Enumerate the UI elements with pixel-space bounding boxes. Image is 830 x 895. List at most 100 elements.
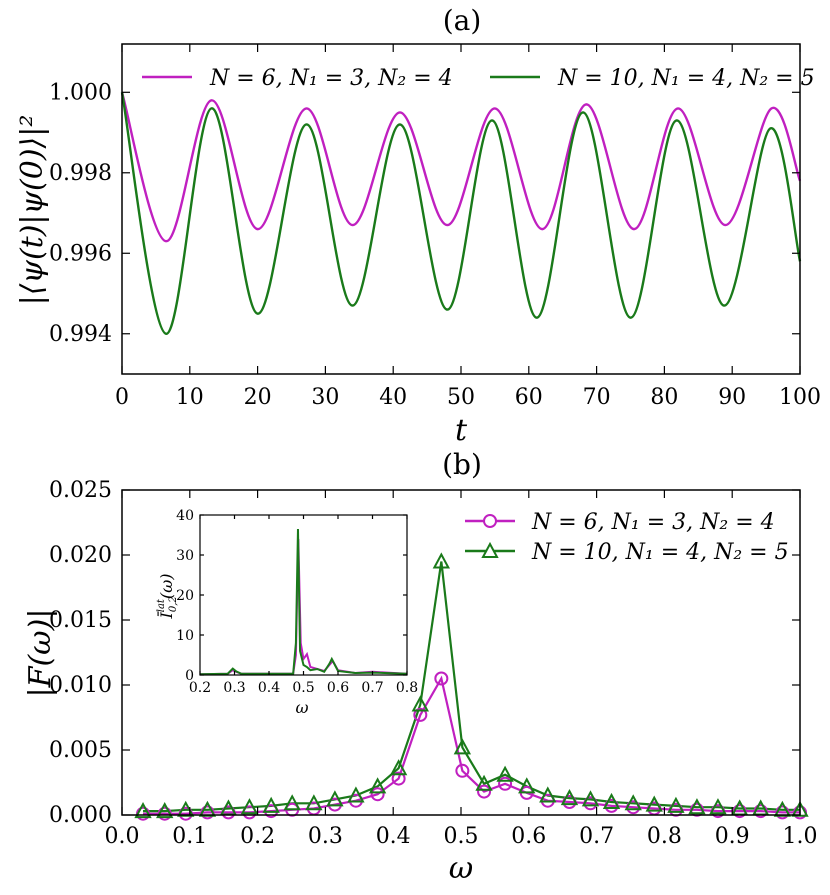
panel-b-x-tick-label: 0.8	[647, 824, 682, 849]
panel-b-point-s2	[688, 798, 706, 815]
panel-b-point-s2	[518, 777, 536, 794]
panel-b-legend-marker-1	[483, 514, 497, 528]
inset-series-layer	[199, 528, 408, 676]
panel-b-y-tick-label: 0.020	[49, 543, 112, 568]
panel-a-label: (a)	[443, 4, 482, 37]
panel-b-x-tick-label: 0.7	[579, 824, 614, 849]
panel-b-point-s2	[539, 786, 557, 803]
inset-x-tick-label: 0.5	[292, 680, 314, 696]
panel-b-point-s2	[560, 788, 579, 806]
panel-a-x-tick-label: 40	[379, 385, 407, 410]
panel-a-x-tick-label: 70	[583, 385, 611, 410]
panel-b-point-s2	[134, 801, 152, 819]
inset-y-tick-label: 0	[185, 668, 194, 684]
panel-b-point-s2	[432, 552, 451, 569]
panel-b-point-s1	[498, 776, 513, 791]
panel-a-x-tick-label: 0	[115, 385, 129, 410]
inset-x-tick-label: 0.2	[189, 680, 211, 696]
panel-a-series-line-2	[120, 92, 802, 335]
panel-b-x-tick-label: 0.6	[511, 824, 546, 849]
panel-a-x-tick-label: 10	[176, 385, 204, 410]
panel-b-point-s2	[262, 796, 280, 813]
inset-y-tick-label: 40	[176, 508, 194, 524]
panel-b-x-tick-label: 1.0	[783, 824, 818, 849]
panel-a-ticks: 0 10 20 30 40 50 60 70 80 90 100 0.994 0.996 0.998 1.0…	[49, 44, 821, 410]
panel-b-label: (b)	[442, 448, 482, 481]
inset-x-tick-label: 0.3	[223, 680, 245, 696]
panel-b-x-tick-label: 0.2	[240, 824, 275, 849]
panel-b-point-s2	[602, 792, 621, 809]
panel-a-x-tick-label: 80	[650, 385, 678, 410]
panel-b-point-s1	[413, 707, 428, 722]
inset-x-tick-label: 0.8	[396, 680, 418, 696]
panel-b-point-s2	[240, 798, 259, 815]
panel-b-point-s2	[198, 800, 217, 817]
panel-b-point-s2	[581, 790, 600, 807]
panel-b-point-s2	[709, 798, 727, 815]
panel-b-y-tick-label: 0.025	[49, 478, 112, 503]
panel-b-point-s2	[453, 738, 472, 755]
panel-b-series-layer	[134, 552, 809, 821]
panel-b-legend-label-2: N = 10, N₁ = 4, N₂ = 5	[531, 540, 789, 565]
panel-b-x-tick-label: 0.5	[444, 824, 479, 849]
inset-series-line-2	[199, 528, 408, 676]
inset-y-label-sub: 0,2	[168, 596, 179, 612]
panel-a-x-tick-label: 60	[515, 385, 543, 410]
panel-a-y-tick-label: 0.998	[49, 161, 112, 186]
panel-b-y-tick-label: 0.015	[49, 608, 112, 633]
panel-b-point-s2	[326, 790, 344, 807]
panel-a-x-tick-label: 20	[244, 385, 272, 410]
panel-b-point-s2	[624, 794, 642, 811]
panel-b-legend-marker-2	[481, 541, 499, 558]
panel-b: (b) 0.0 0.1 0.2 0.3 0.4 0.5 0.6 0.7 0.8 0.9 1.00.0…	[23, 448, 818, 886]
panel-b-y-tick-label: 0.000	[49, 803, 112, 828]
panel-a-x-tick-label: 30	[311, 385, 339, 410]
panel-b-point-s2	[475, 774, 493, 791]
inset-y-tick-label: 30	[176, 548, 194, 564]
panel-b-point-s2	[496, 765, 514, 782]
panel-a-x-tick-label: 50	[447, 385, 475, 410]
panel-a-series-layer	[120, 91, 802, 335]
panel-b-point-s2	[773, 800, 792, 817]
panel-a-y-tick-label: 1.000	[49, 80, 112, 105]
inset-x-tick-label: 0.7	[361, 680, 383, 696]
panel-b-point-s2	[283, 794, 301, 811]
panel-b-x-tick-label: 0.0	[105, 824, 140, 849]
inset-x-tick-label: 0.4	[258, 680, 280, 696]
panel-b-x-tick-label: 0.4	[376, 824, 411, 849]
inset-y-label-sup: lat	[156, 598, 167, 612]
inset-chart: 0.2 0.3 0.4 0.5 0.6 0.7 0.8 0 10 20 30 40 ω Ī0,2lat…	[156, 508, 418, 717]
panel-b-point-s2	[156, 801, 174, 819]
panel-a-y-tick-label: 0.994	[49, 322, 112, 347]
panel-a-series-line-1	[120, 91, 802, 243]
inset-ticks: 0.2 0.3 0.4 0.5 0.6 0.7 0.8 0 10 20 30 40	[176, 508, 418, 696]
panel-a-x-axis-label: t	[455, 413, 468, 448]
inset-x-axis-label: ω	[295, 698, 308, 717]
panel-b-ticks: 0.0 0.1 0.2 0.3 0.4 0.5 0.6 0.7 0.8 0.9 1.0 0.000 0.…	[49, 478, 817, 849]
panel-a-x-tick-label: 90	[718, 385, 746, 410]
inset-background	[200, 515, 407, 675]
panel-b-y-tick-label: 0.010	[49, 673, 112, 698]
panel-b-point-s2	[347, 786, 365, 803]
inset-y-tick-label: 20	[176, 588, 194, 604]
panel-b-point-s2	[305, 794, 323, 811]
panel-b-point-s1	[455, 763, 470, 778]
panel-b-point-s2	[389, 759, 408, 776]
panel-b-x-tick-label: 0.3	[308, 824, 343, 849]
panel-b-point-s1	[370, 787, 385, 802]
panel-b-point-s2	[667, 796, 685, 813]
panel-b-series-line-1	[143, 675, 800, 815]
inset-y-tick-label: 10	[176, 628, 194, 644]
panel-a-x-tick-label: 100	[779, 385, 821, 410]
inset-y-label-arg: (ω)	[157, 574, 176, 600]
panel-b-legend-label-1: N = 6, N₁ = 3, N₂ = 4	[531, 510, 775, 535]
panel-a-legend-label-1: N = 6, N₁ = 3, N₂ = 4	[209, 66, 453, 91]
panel-b-x-tick-label: 0.9	[715, 824, 750, 849]
inset-y-axis-label: Ī0,2lat(ω)	[156, 574, 179, 620]
panel-b-point-s2	[368, 777, 387, 794]
panel-a-axes-frame	[121, 43, 801, 375]
panel-a-legend-label-2: N = 10, N₁ = 4, N₂ = 5	[557, 66, 815, 91]
panel-a: (a) 0 10 20 30 40 50 60 70 80 90 100 0.994 0.996 0.99…	[15, 4, 821, 448]
panel-b-legend: N = 6, N₁ = 3, N₂ = 4 N = 10, N₁ = 4, N₂…	[465, 510, 789, 565]
